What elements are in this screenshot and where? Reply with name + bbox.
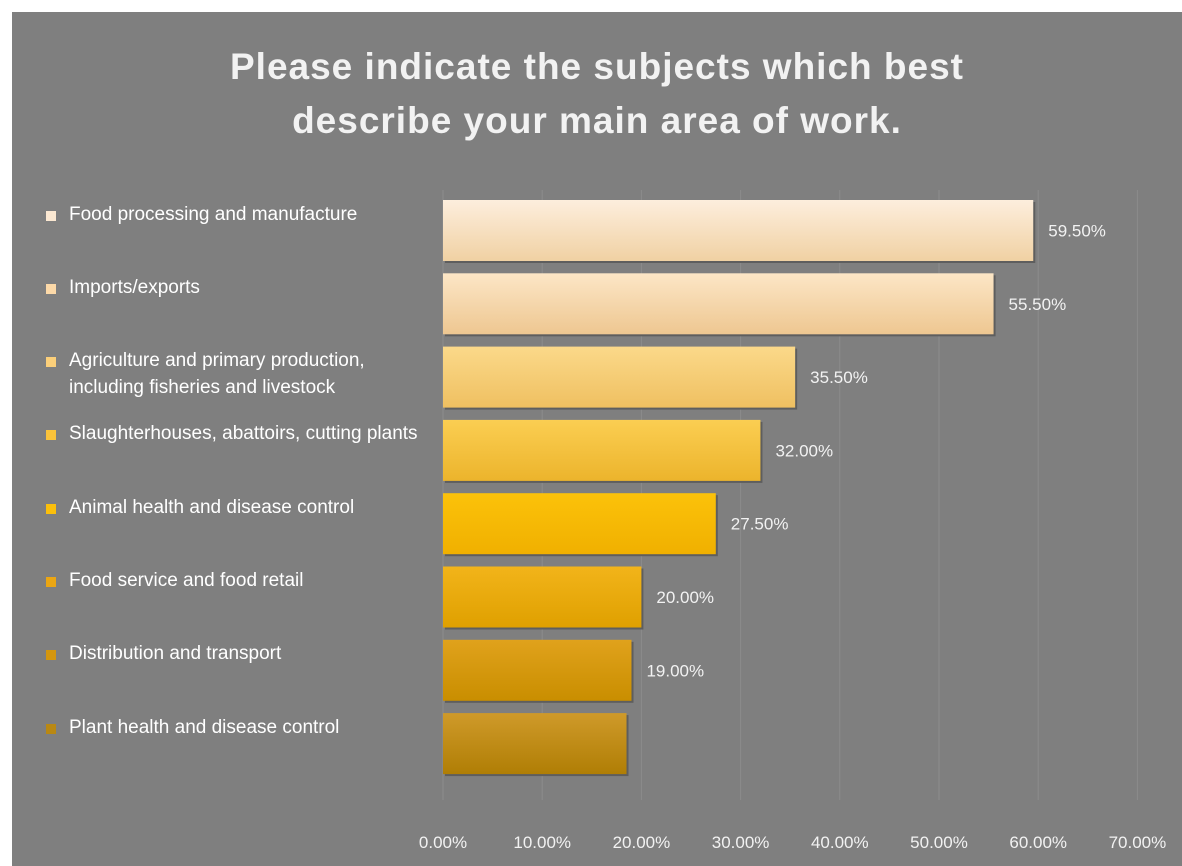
data-label: 35.50% xyxy=(810,368,868,387)
category-label: Distribution and transport xyxy=(69,643,282,665)
category-label: Plant health and disease control xyxy=(69,716,340,738)
x-tick-label: 40.00% xyxy=(811,833,869,852)
data-label: 19.00% xyxy=(646,661,704,680)
x-tick-label: 30.00% xyxy=(712,833,770,852)
bar xyxy=(443,346,796,408)
data-label: 55.50% xyxy=(1009,295,1067,314)
data-label: 59.50% xyxy=(1048,222,1106,241)
legend-swatch xyxy=(46,503,56,514)
x-tick-label: 10.00% xyxy=(513,833,571,852)
bar xyxy=(443,639,632,701)
legend-swatch xyxy=(46,210,56,221)
data-label: 20.00% xyxy=(656,588,714,607)
bar xyxy=(443,566,642,628)
data-label: 27.50% xyxy=(731,515,789,534)
chart-title: Please indicate the subjects which best … xyxy=(229,46,964,141)
legend-swatch xyxy=(46,283,56,294)
bar xyxy=(443,273,994,335)
x-tick-label: 70.00% xyxy=(1109,833,1167,852)
x-tick-label: 0.00% xyxy=(419,833,467,852)
legend-swatch xyxy=(46,723,56,734)
legend-swatch xyxy=(46,430,56,441)
category-label: Food service and food retail xyxy=(69,570,304,591)
x-tick-label: 20.00% xyxy=(613,833,671,852)
data-label: 32.00% xyxy=(775,441,833,460)
bar xyxy=(443,200,1034,261)
x-tick-label: 60.00% xyxy=(1009,833,1067,852)
category-label: Food processing and manufacture xyxy=(69,203,358,225)
category-label: Agriculture and primary production, incl… xyxy=(69,350,365,399)
category-label: Imports/exports xyxy=(69,276,200,298)
category-label: Animal health and disease control xyxy=(69,496,355,518)
bar xyxy=(443,493,716,555)
bar xyxy=(443,713,627,775)
legend-swatch xyxy=(46,650,56,661)
legend-swatch xyxy=(46,357,56,368)
x-tick-label: 50.00% xyxy=(910,833,968,852)
bar xyxy=(443,419,761,481)
category-label: Slaughterhouses, abattoirs, cutting plan… xyxy=(69,423,418,445)
legend-swatch xyxy=(46,577,56,587)
